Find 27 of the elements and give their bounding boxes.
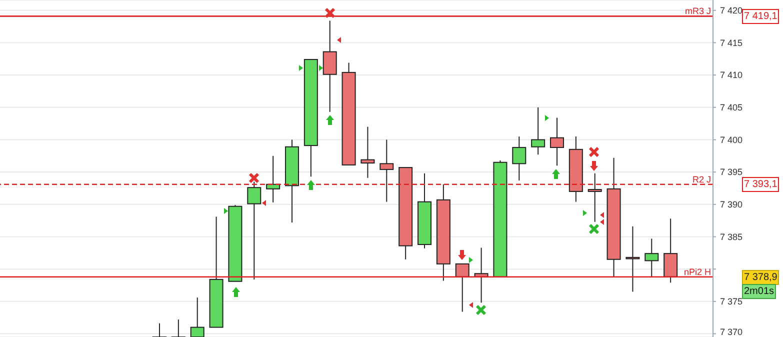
candlestick [380, 139, 394, 202]
text: 7 419,1 [742, 9, 780, 24]
text: 2m01s [742, 284, 776, 299]
y-tick-label: 7 390 [720, 200, 743, 210]
y-tick-label: 7 420 [720, 6, 743, 16]
y-tick-label: 7 370 [720, 327, 743, 337]
y-tick-label: 7 410 [720, 70, 743, 80]
candlestick [171, 319, 186, 337]
ref-line-label: nPi2 H [684, 266, 711, 277]
candlestick [360, 126, 375, 178]
y-tick-label: 7 395 [720, 167, 743, 178]
text: 7 393,1 [742, 177, 780, 192]
candlestick [512, 136, 526, 181]
y-tick-label: 7 415 [720, 38, 743, 48]
y-tick-label: 7 375 [720, 296, 743, 307]
candlestick [644, 238, 659, 278]
y-tick-label: 7 400 [720, 134, 743, 145]
ref-line-label: R2 J [692, 174, 711, 184]
text: 7 378,9 [742, 270, 780, 285]
candlestick [550, 117, 564, 166]
candlestick [152, 322, 166, 337]
candlestick [190, 297, 204, 337]
candlestick [626, 226, 640, 292]
candlestick [664, 218, 678, 284]
ref-line-label: mR3 J [684, 6, 711, 16]
y-tick-label: 7 385 [720, 232, 743, 242]
y-tick-label: 7 405 [720, 102, 743, 113]
